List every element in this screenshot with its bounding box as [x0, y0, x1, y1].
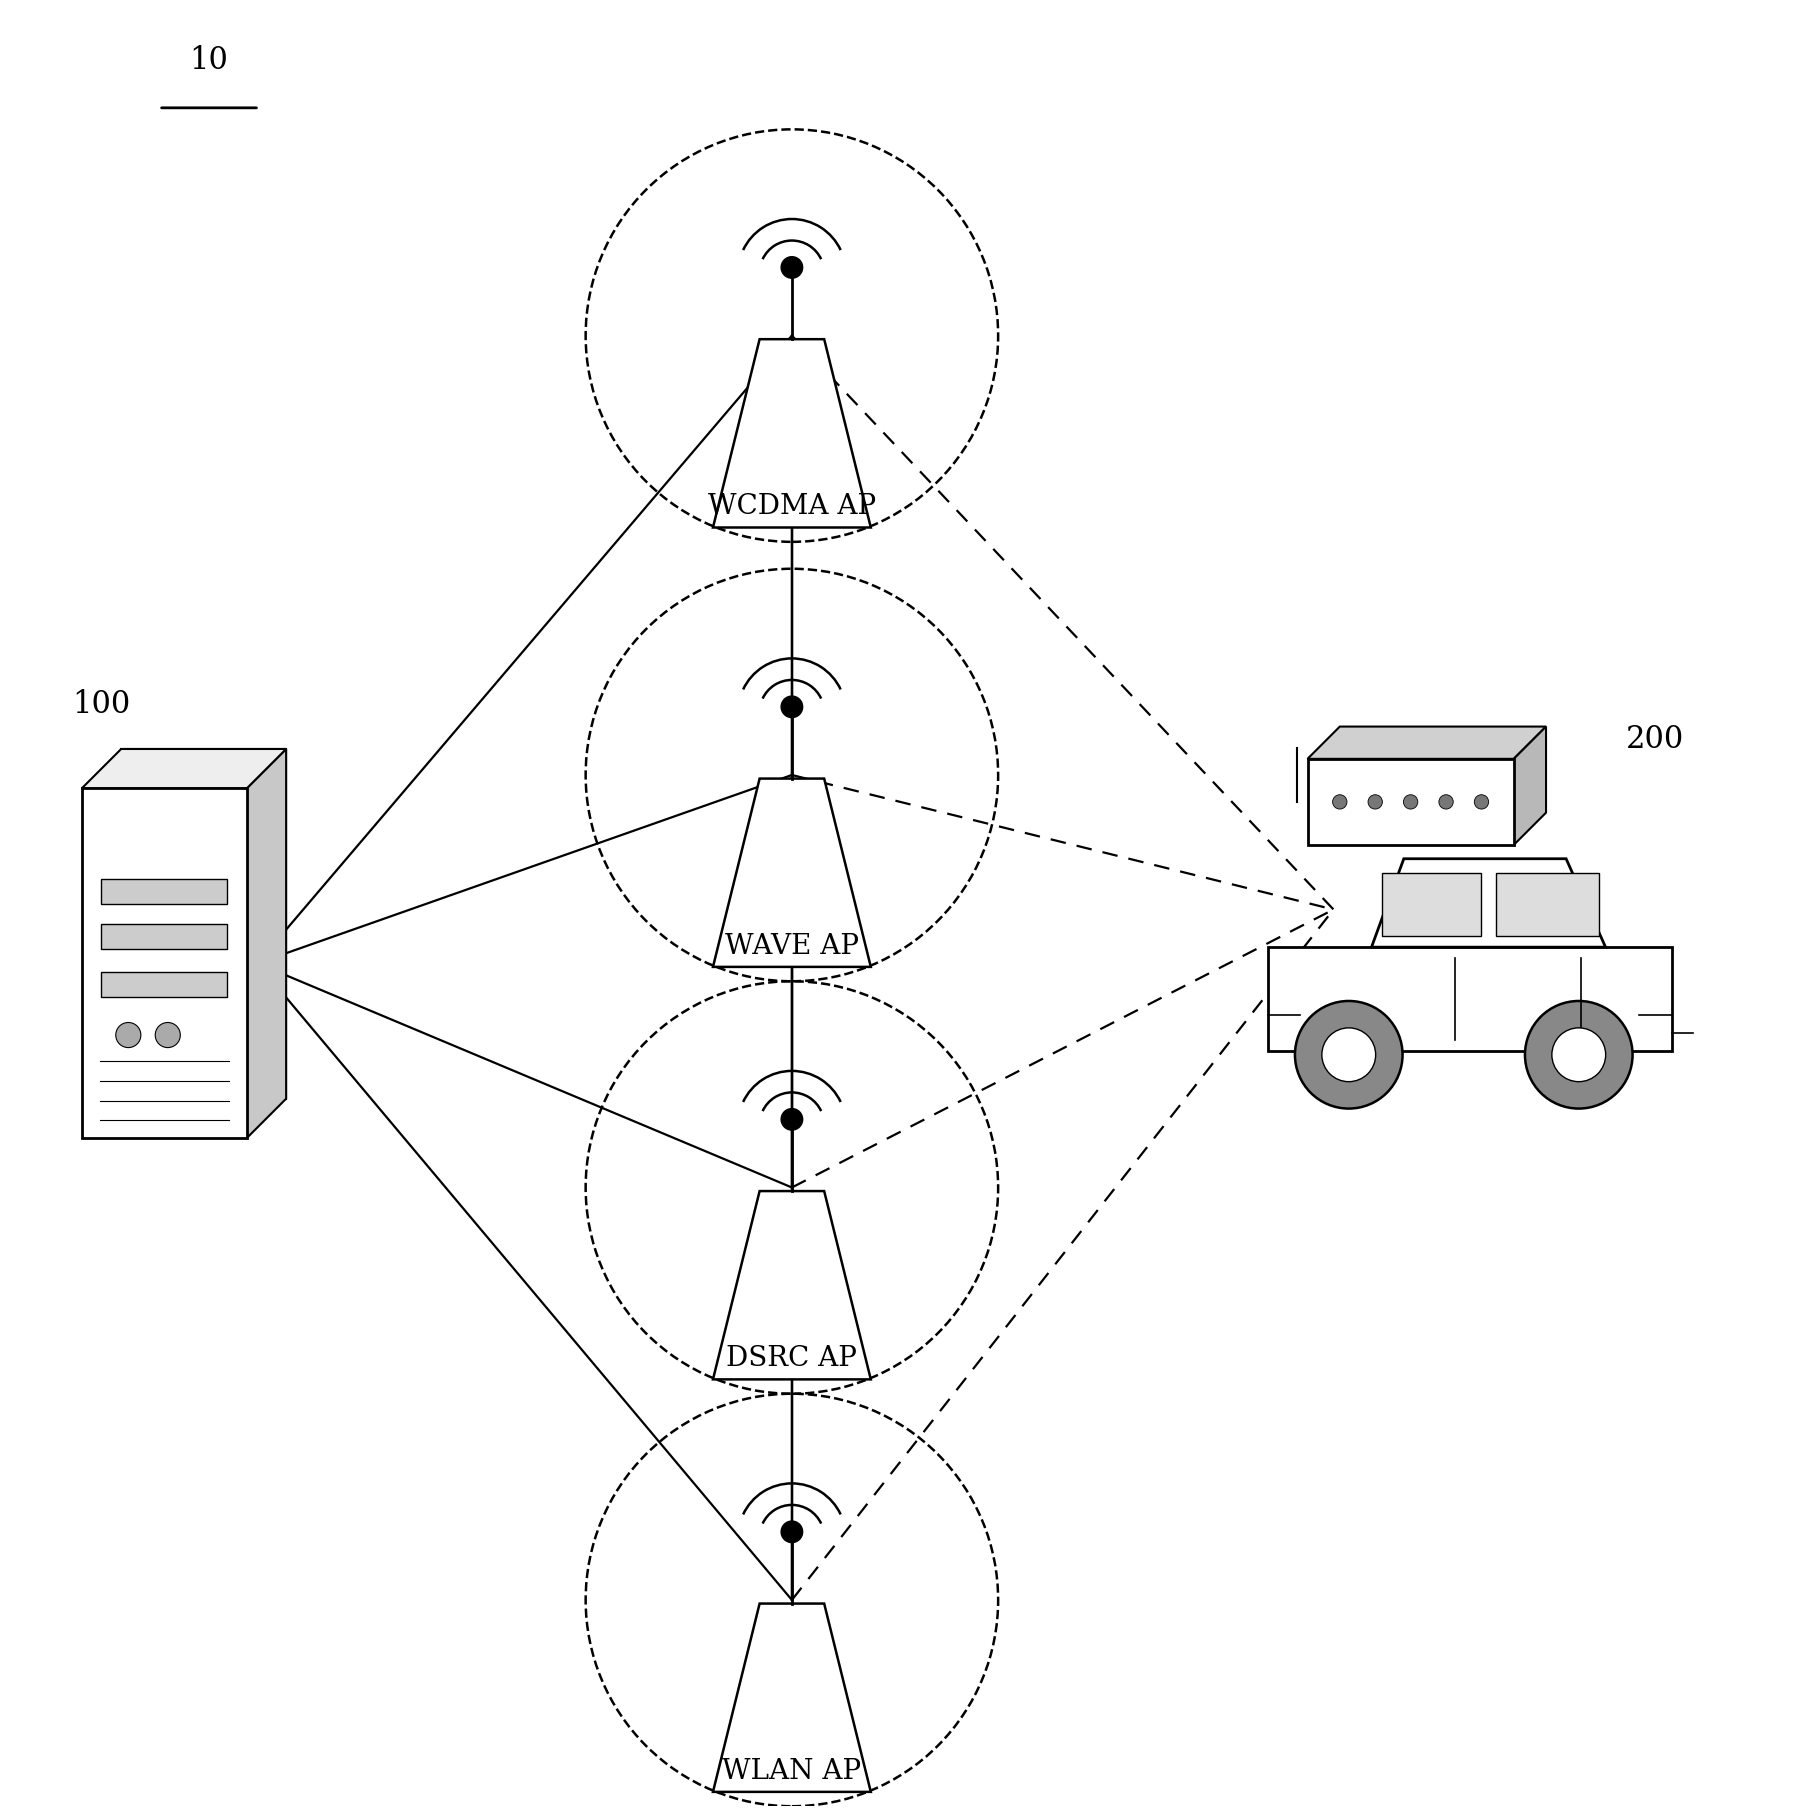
Polygon shape: [712, 338, 870, 528]
Circle shape: [1552, 1028, 1606, 1082]
Circle shape: [1402, 795, 1417, 809]
FancyBboxPatch shape: [101, 924, 227, 950]
Polygon shape: [1512, 726, 1544, 846]
Text: 10: 10: [189, 44, 228, 76]
Polygon shape: [712, 1191, 870, 1379]
Polygon shape: [1381, 873, 1480, 937]
Polygon shape: [1307, 726, 1544, 759]
Polygon shape: [1494, 873, 1598, 937]
Polygon shape: [246, 749, 286, 1139]
Polygon shape: [1370, 859, 1604, 948]
Circle shape: [780, 256, 802, 278]
Polygon shape: [81, 749, 286, 788]
FancyBboxPatch shape: [101, 973, 227, 997]
FancyBboxPatch shape: [101, 879, 227, 904]
Circle shape: [1295, 1000, 1402, 1108]
Text: DSRC AP: DSRC AP: [726, 1346, 858, 1372]
Polygon shape: [81, 788, 246, 1139]
Text: 100: 100: [72, 689, 131, 720]
Circle shape: [1332, 795, 1347, 809]
Circle shape: [1438, 795, 1453, 809]
Polygon shape: [1268, 948, 1670, 1051]
Polygon shape: [1307, 759, 1512, 846]
Circle shape: [1525, 1000, 1631, 1108]
Text: WLAN AP: WLAN AP: [723, 1757, 861, 1784]
Circle shape: [780, 1521, 802, 1543]
Circle shape: [155, 1022, 180, 1048]
Text: 200: 200: [1625, 724, 1683, 755]
Text: WCDMA AP: WCDMA AP: [707, 493, 876, 520]
Circle shape: [1474, 795, 1487, 809]
Circle shape: [1366, 795, 1381, 809]
Circle shape: [780, 697, 802, 719]
Polygon shape: [120, 749, 286, 1099]
Text: WAVE AP: WAVE AP: [725, 933, 858, 960]
Polygon shape: [712, 1604, 870, 1792]
Circle shape: [1322, 1028, 1375, 1082]
Polygon shape: [712, 779, 870, 968]
Circle shape: [115, 1022, 140, 1048]
Circle shape: [780, 1108, 802, 1130]
